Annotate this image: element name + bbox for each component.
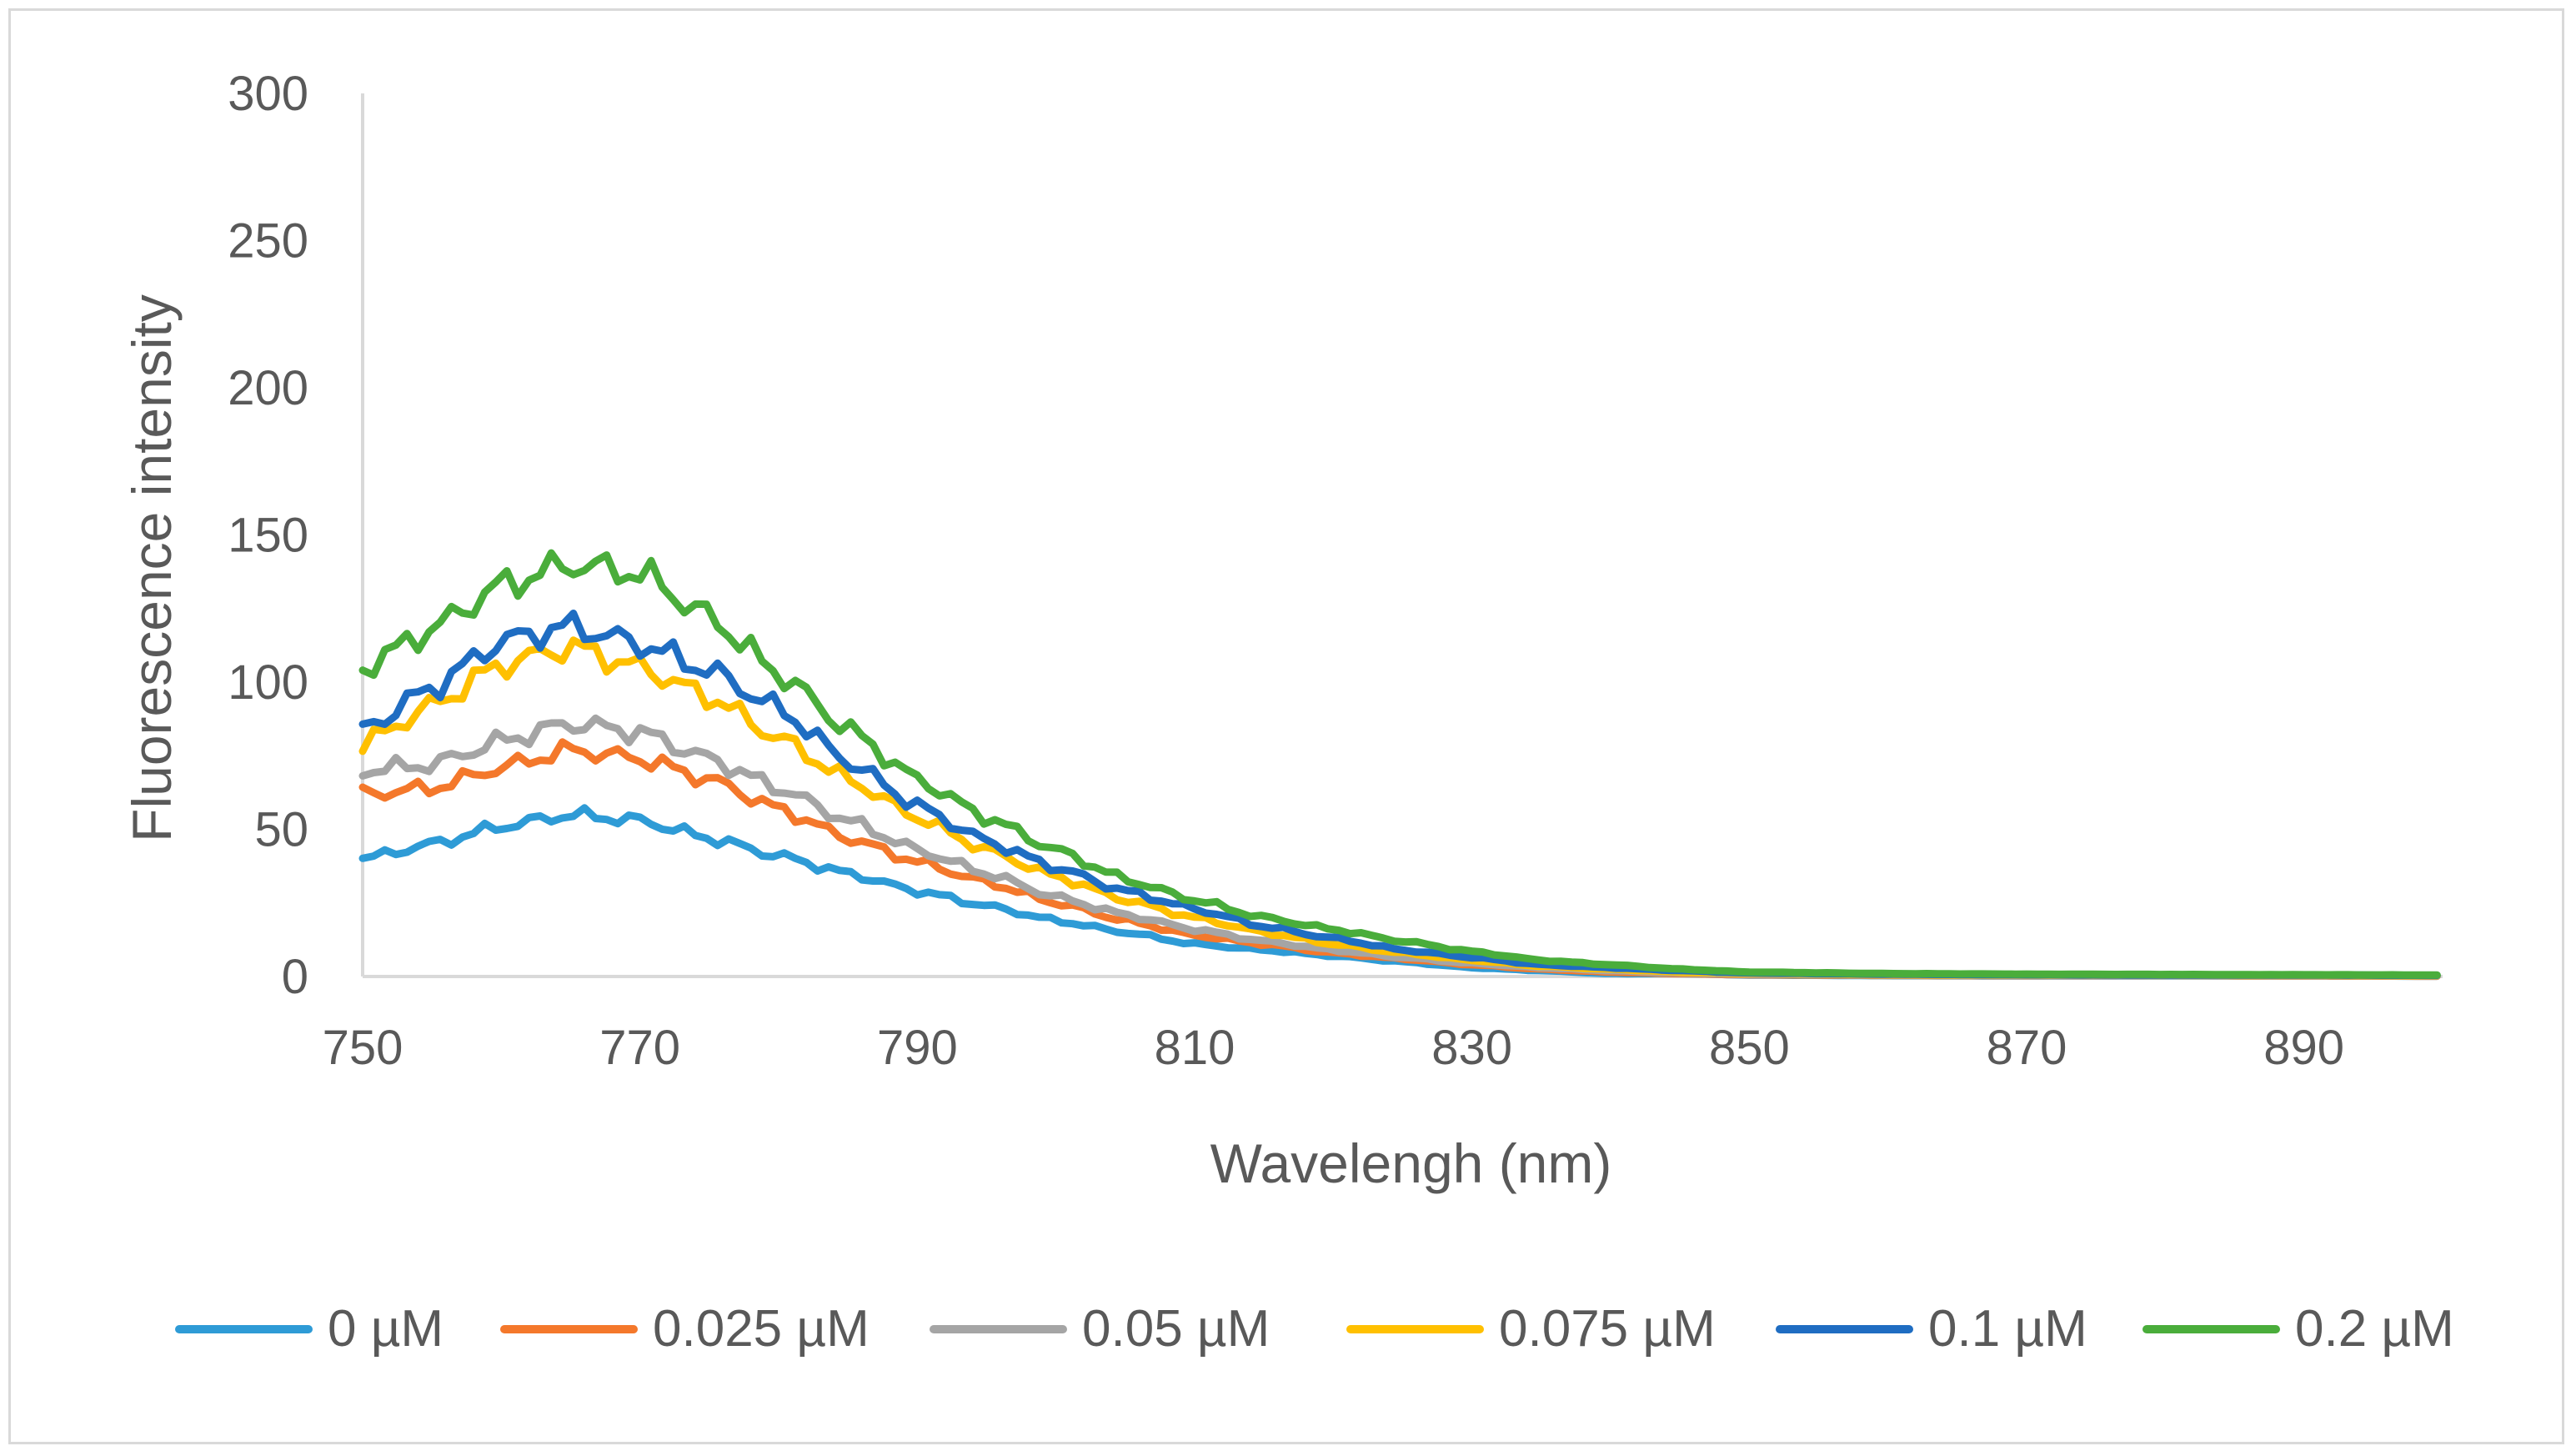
x-tick-label: 810 [1155, 1021, 1235, 1075]
x-axis-ticks: 750 770 790 810 830 850 870 890 [323, 1021, 2344, 1075]
legend-label: 0.1 µM [1928, 1300, 2087, 1358]
y-tick-label: 250 [228, 214, 308, 269]
series-layer [358, 549, 2441, 981]
chart-frame [8, 8, 2564, 1444]
legend-label: 0.025 µM [653, 1300, 870, 1358]
y-tick-label: 300 [228, 67, 308, 121]
y-axis-title: Fluorescence intensity [121, 294, 183, 842]
legend-label: 0.075 µM [1499, 1300, 1716, 1358]
y-tick-label: 50 [254, 803, 308, 857]
x-tick-label: 770 [599, 1021, 680, 1075]
legend-label: 0 µM [328, 1300, 444, 1358]
legend: 0 µM 0.025 µM 0.05 µM 0.075 µM 0.1 µM 0.2 µM [175, 1300, 2454, 1358]
y-tick-label: 200 [228, 361, 308, 415]
y-axis-ticks: 0 50 100 150 200 250 300 [228, 67, 308, 1004]
x-axis-title: Wavelengh (nm) [1210, 1132, 1612, 1194]
plot-area [358, 93, 2443, 981]
legend-label: 0.2 µM [2295, 1300, 2454, 1358]
legend-label: 0.05 µM [1082, 1300, 1270, 1358]
series-line [358, 636, 2441, 980]
x-tick-label: 750 [323, 1021, 403, 1075]
x-tick-label: 830 [1431, 1021, 1512, 1075]
series-line [358, 549, 2441, 979]
x-tick-label: 790 [877, 1021, 958, 1075]
series-line [358, 714, 2441, 980]
y-tick-label: 150 [228, 509, 308, 563]
x-tick-label: 870 [1987, 1021, 2067, 1075]
y-tick-label: 100 [228, 655, 308, 710]
x-tick-label: 850 [1709, 1021, 1790, 1075]
x-tick-label: 890 [2263, 1021, 2344, 1075]
series-line [358, 610, 2441, 980]
y-tick-label: 0 [282, 950, 308, 1004]
